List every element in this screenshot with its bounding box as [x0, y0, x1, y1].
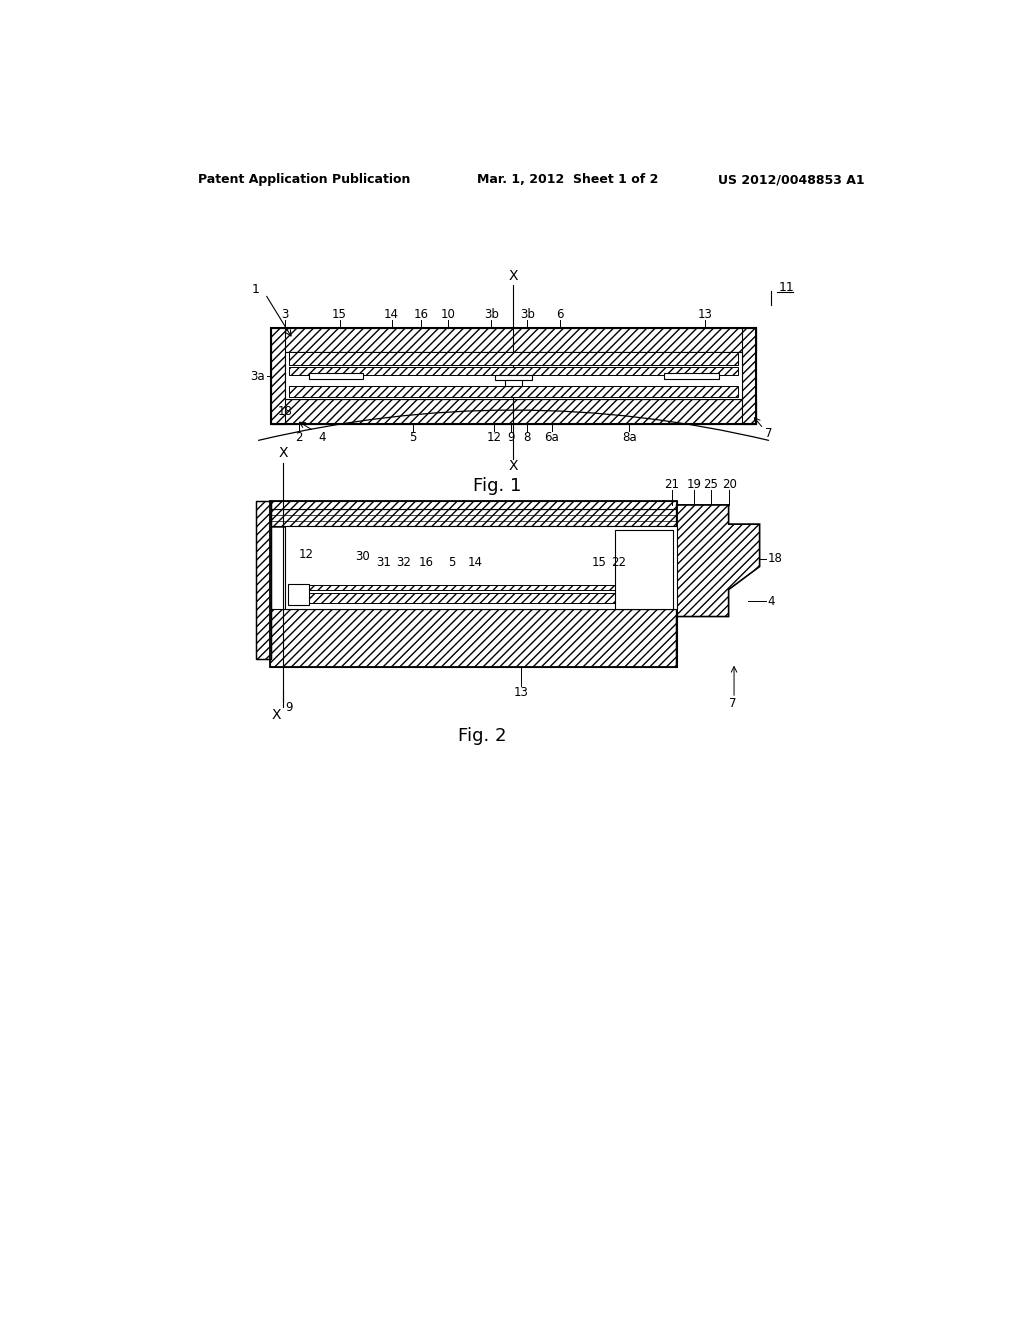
Bar	[271, 400, 756, 424]
Bar	[256, 502, 271, 659]
Text: 14: 14	[384, 308, 399, 321]
Text: X: X	[279, 446, 288, 461]
Text: 22: 22	[611, 556, 626, 569]
Text: 20: 20	[722, 478, 737, 491]
Text: 1: 1	[252, 282, 260, 296]
Text: 8: 8	[523, 430, 530, 444]
Text: 5: 5	[410, 430, 417, 444]
Text: 14: 14	[468, 556, 482, 569]
Polygon shape	[677, 506, 760, 667]
Text: 4: 4	[318, 430, 326, 444]
Text: Fig. 2: Fig. 2	[458, 727, 507, 744]
Bar	[289, 352, 738, 364]
Text: 11: 11	[779, 281, 795, 294]
Text: 31: 31	[376, 556, 391, 569]
Bar	[505, 375, 521, 387]
Text: Fig. 1: Fig. 1	[473, 477, 522, 495]
Text: 10: 10	[440, 308, 456, 321]
Text: 6: 6	[556, 308, 563, 321]
Bar	[270, 502, 677, 667]
Bar	[289, 387, 738, 397]
Text: 6a: 6a	[545, 430, 559, 444]
Text: 25: 25	[703, 478, 718, 491]
Text: 12: 12	[299, 548, 313, 561]
Text: 3b: 3b	[520, 308, 535, 321]
Bar	[292, 585, 629, 590]
Bar	[271, 327, 756, 424]
Text: 3b: 3b	[484, 308, 499, 321]
Text: 19: 19	[686, 478, 701, 491]
Bar	[741, 327, 756, 424]
Text: 30: 30	[355, 550, 371, 564]
Bar	[256, 502, 271, 659]
Text: 3: 3	[282, 308, 289, 321]
Text: 12: 12	[486, 430, 502, 444]
Bar	[614, 529, 673, 609]
Bar	[286, 352, 741, 400]
Bar	[271, 327, 756, 352]
Text: 9: 9	[286, 701, 293, 714]
Text: US 2012/0048853 A1: US 2012/0048853 A1	[718, 173, 864, 186]
Text: 4: 4	[767, 594, 775, 607]
Bar	[665, 374, 719, 379]
Bar	[270, 508, 677, 525]
Text: 15: 15	[332, 308, 347, 321]
Bar	[308, 374, 362, 379]
Text: Mar. 1, 2012  Sheet 1 of 2: Mar. 1, 2012 Sheet 1 of 2	[477, 173, 658, 186]
Text: 7: 7	[729, 697, 736, 710]
Bar	[270, 502, 677, 508]
Text: 13: 13	[698, 308, 713, 321]
Text: 32: 32	[395, 556, 411, 569]
Bar	[292, 594, 629, 603]
Bar	[289, 367, 738, 375]
Text: 8a: 8a	[623, 430, 637, 444]
Text: 18: 18	[767, 552, 782, 565]
Text: 15: 15	[592, 556, 606, 569]
Text: X: X	[272, 708, 282, 722]
Text: X: X	[509, 269, 518, 284]
Bar	[288, 585, 309, 605]
Text: X: X	[509, 459, 518, 474]
Bar	[495, 375, 531, 380]
Text: Patent Application Publication: Patent Application Publication	[198, 173, 411, 186]
Text: 18: 18	[278, 405, 293, 418]
Text: 9: 9	[507, 430, 515, 444]
Bar	[270, 609, 677, 667]
Text: 21: 21	[665, 478, 680, 491]
Text: 16: 16	[419, 556, 434, 569]
Text: 3a: 3a	[251, 370, 265, 383]
Text: 7: 7	[765, 426, 772, 440]
Bar	[286, 525, 677, 609]
Text: 16: 16	[414, 308, 428, 321]
Text: 2: 2	[295, 430, 302, 444]
Text: 5: 5	[449, 556, 456, 569]
Text: 13: 13	[513, 685, 528, 698]
Bar	[271, 327, 286, 424]
